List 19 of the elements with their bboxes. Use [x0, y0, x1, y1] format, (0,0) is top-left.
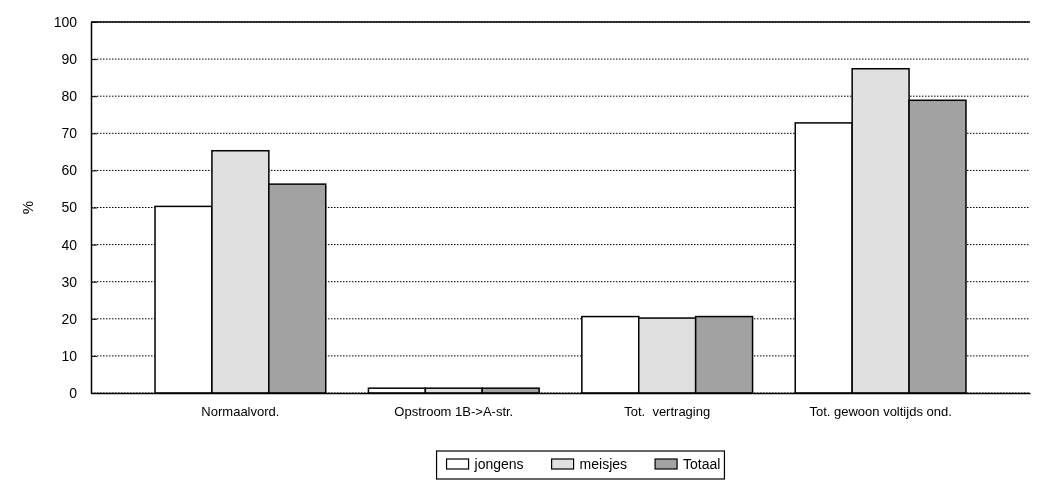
- x-tick-label: Tot. gewoon voltijds ond.: [809, 404, 952, 420]
- legend-label: meisjes: [579, 456, 628, 472]
- legend-label: jongens: [473, 456, 524, 472]
- x-tick-label: Normaalvord.: [201, 404, 280, 420]
- y-tick-label: 80: [61, 88, 78, 105]
- y-axis-title: %: [19, 200, 36, 215]
- y-tick-label: 70: [61, 125, 78, 142]
- y-tick-label: 0: [69, 384, 78, 401]
- y-tick-label: 30: [61, 273, 78, 290]
- y-tick-label: 60: [61, 162, 78, 179]
- y-tick-label: 100: [53, 13, 78, 30]
- legend-label: Totaal: [683, 456, 721, 472]
- x-tick-label: Tot. vertraging: [624, 404, 711, 420]
- y-tick-label: 20: [61, 310, 78, 327]
- y-tick-label: 10: [61, 347, 78, 364]
- y-tick-label: 40: [61, 236, 78, 253]
- x-tick-label: Opstroom 1B->A-str.: [394, 404, 514, 420]
- y-tick-label: 50: [61, 199, 78, 216]
- y-tick-label: 90: [61, 51, 78, 68]
